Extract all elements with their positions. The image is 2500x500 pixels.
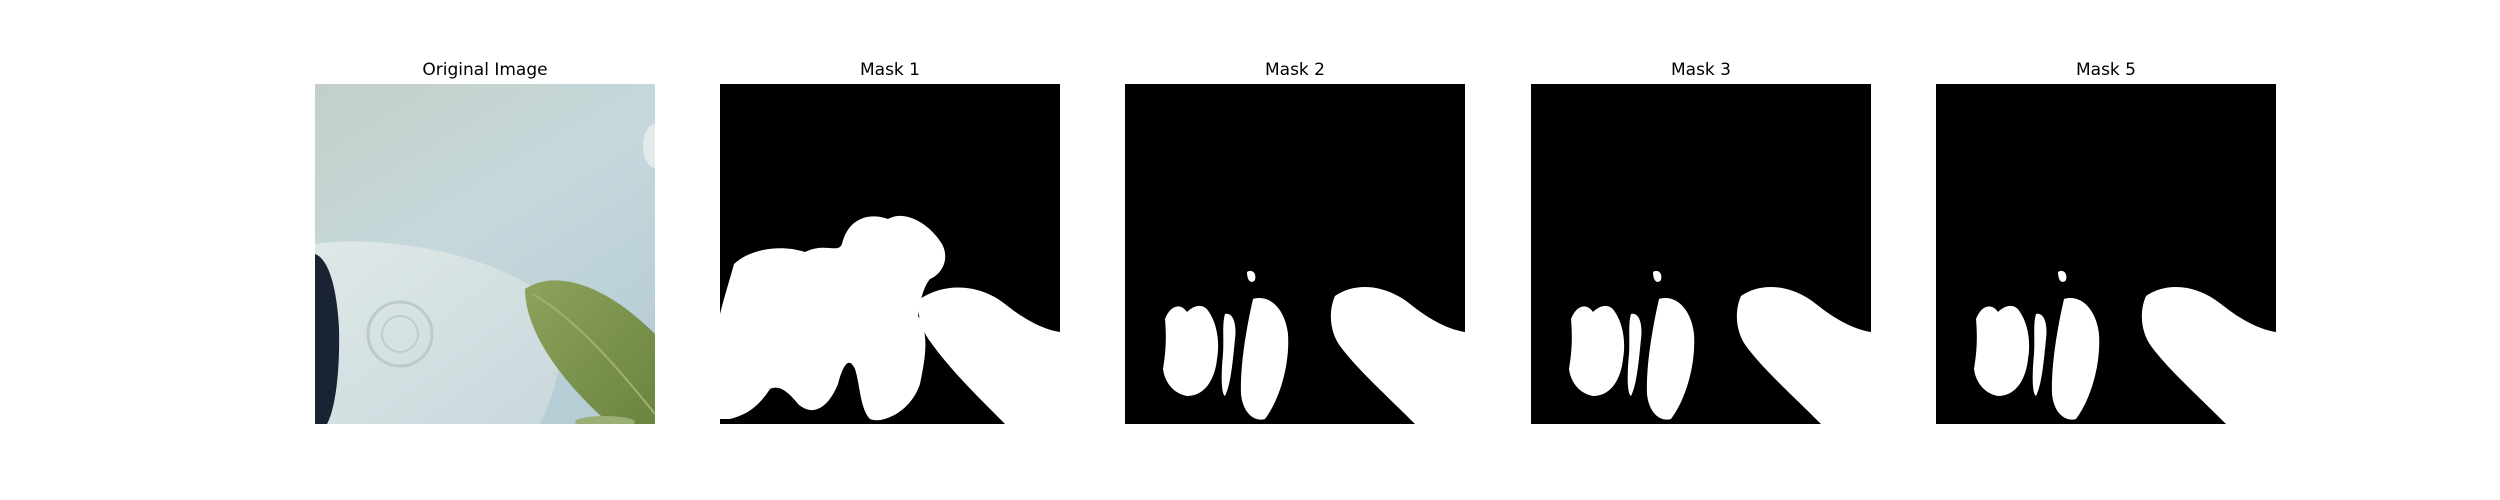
mask-5-sliver xyxy=(2032,313,2047,396)
mask-1-hole xyxy=(765,403,792,422)
panel-mask-5: Mask 5 xyxy=(1936,0,2276,500)
mask-3-image xyxy=(1531,84,1871,424)
panel-mask-2: Mask 2 xyxy=(1125,0,1465,500)
mask-3-blob-left xyxy=(1569,305,1625,396)
mask-1-leaf xyxy=(918,287,1060,424)
mask-2-sliver xyxy=(1221,313,1236,396)
mask-2-leaf xyxy=(1330,286,1465,424)
vase-rim xyxy=(643,124,655,168)
mask-5-blob-left xyxy=(1974,305,2030,396)
mask-3-illustration xyxy=(1531,84,1871,424)
mask-5-dot xyxy=(2058,270,2067,282)
vase-emblem-inner xyxy=(381,315,419,353)
vase-emblem xyxy=(366,300,434,368)
mask-3-sliver xyxy=(1627,313,1642,396)
panel-mask-3: Mask 3 xyxy=(1531,0,1871,500)
mask-1-image xyxy=(720,84,1060,424)
panel-mask-1: Mask 1 xyxy=(720,0,1060,500)
leaf-vein xyxy=(532,293,655,415)
mask-5-leaf xyxy=(2141,286,2276,424)
original-image xyxy=(315,84,655,424)
mask-3-leaf xyxy=(1736,286,1871,424)
mask-2-blob-middle xyxy=(1240,298,1289,420)
mask-2-dot xyxy=(1247,270,1256,282)
mask-5-illustration xyxy=(1936,84,2276,424)
panel-title: Mask 1 xyxy=(859,60,920,80)
leaf xyxy=(525,280,655,424)
panel-title: Original Image xyxy=(422,60,548,80)
vase-shadow xyxy=(315,254,340,424)
mask-3-blob-middle xyxy=(1646,298,1695,420)
mask-5-image xyxy=(1936,84,2276,424)
panel-title: Mask 3 xyxy=(1670,60,1731,80)
mask-2-image xyxy=(1125,84,1465,424)
mask-1-object-large xyxy=(720,215,946,421)
panel-original-image: Original Image xyxy=(315,0,655,500)
leaf-bottom xyxy=(575,416,635,424)
vase-body xyxy=(315,241,560,424)
mask-5-blob-middle xyxy=(2051,298,2100,420)
mask-2-illustration xyxy=(1125,84,1465,424)
original-photo-illustration xyxy=(315,84,655,424)
panel-title: Mask 5 xyxy=(2075,60,2136,80)
mask-3-dot xyxy=(1653,270,1662,282)
mask-2-blob-left xyxy=(1163,305,1219,396)
panel-title: Mask 2 xyxy=(1264,60,1325,80)
mask-1-illustration xyxy=(720,84,1060,424)
